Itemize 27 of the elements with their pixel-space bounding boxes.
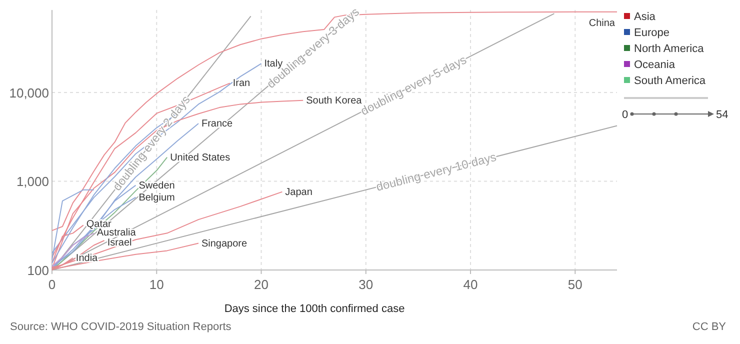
series-label: South Korea [306, 95, 362, 106]
series-label: France [201, 118, 234, 130]
x-tick-label: 10 [149, 277, 164, 292]
legend-label: Europe [634, 27, 670, 39]
text: CC BY [692, 321, 727, 333]
series-label: United States [170, 152, 230, 164]
x-tick-label: 30 [358, 277, 374, 292]
series-label: Singapore [201, 238, 248, 250]
series-label: Japan [285, 186, 312, 198]
timeline-slider: 0 54 [622, 97, 728, 121]
y-tick-label: 10,000 [9, 85, 49, 100]
source-note: Source: WHO COVID-2019 Situation Reports [10, 321, 232, 333]
series-label: Belgium [138, 192, 175, 204]
series-label: Iran [232, 78, 250, 90]
legend-label: Oceania [634, 59, 676, 71]
legend-label: North America [634, 43, 705, 55]
x-axis-title: Days since the 100th confirmed case [224, 303, 405, 315]
x-tick-label: 40 [463, 277, 478, 292]
series-label: China [588, 18, 616, 29]
x-tick-label: 20 [254, 277, 268, 292]
y-tick-label: 100 [27, 263, 49, 278]
series-label: Australia [96, 227, 136, 238]
legend-label: South America [634, 75, 706, 87]
x-tick-label: 50 [568, 277, 582, 292]
y-tick-label: 1,000 [16, 174, 49, 190]
legend-label: Asia [634, 11, 656, 23]
x-tick-label: 0 [48, 277, 56, 292]
